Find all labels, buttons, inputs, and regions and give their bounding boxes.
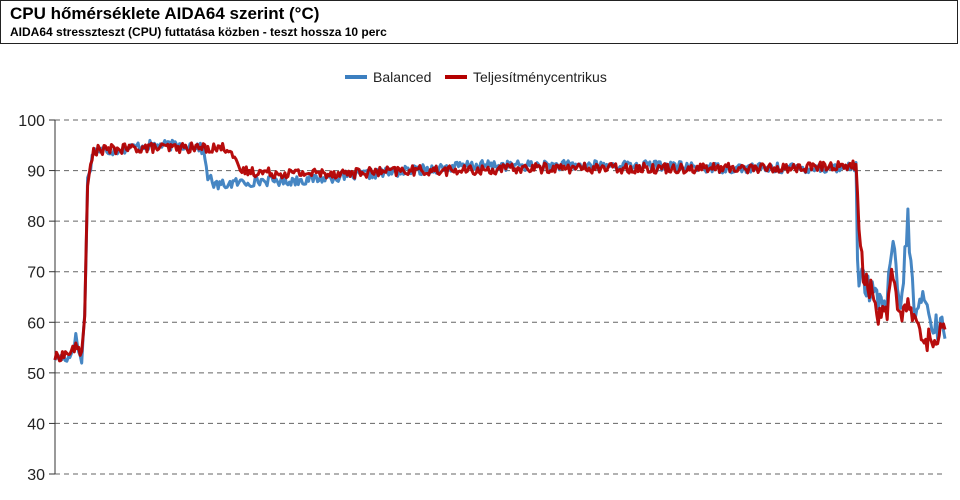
series-line-balanced [53, 138, 947, 365]
grid-lines [55, 119, 945, 475]
y-tick-label: 90 [27, 164, 45, 181]
y-tick-label: 60 [27, 315, 45, 332]
legend-label-balanced: Balanced [373, 69, 431, 85]
chart-subtitle: AIDA64 stresszteszt (CPU) futtatása közb… [10, 25, 387, 39]
series-line-teljesitmenycentrikus [53, 141, 947, 363]
y-axis: 100 90 80 70 60 50 40 30 [18, 113, 56, 484]
chart-title: CPU hőmérséklete AIDA64 szerint (°C) [10, 4, 320, 23]
legend-label-teljesitmenycentrikus: Teljesítménycentrikus [473, 69, 607, 85]
y-tick-label: 80 [27, 214, 45, 231]
y-tick-label: 70 [27, 265, 45, 282]
y-tick-label: 30 [27, 467, 45, 484]
series-group [53, 138, 947, 365]
y-tick-label: 40 [27, 416, 45, 433]
y-tick-label: 100 [18, 113, 45, 130]
y-tick-label: 50 [27, 366, 45, 383]
chart-legend: Balanced Teljesítménycentrikus [345, 69, 607, 85]
chart-header: CPU hőmérséklete AIDA64 szerint (°C) AID… [0, 0, 958, 44]
